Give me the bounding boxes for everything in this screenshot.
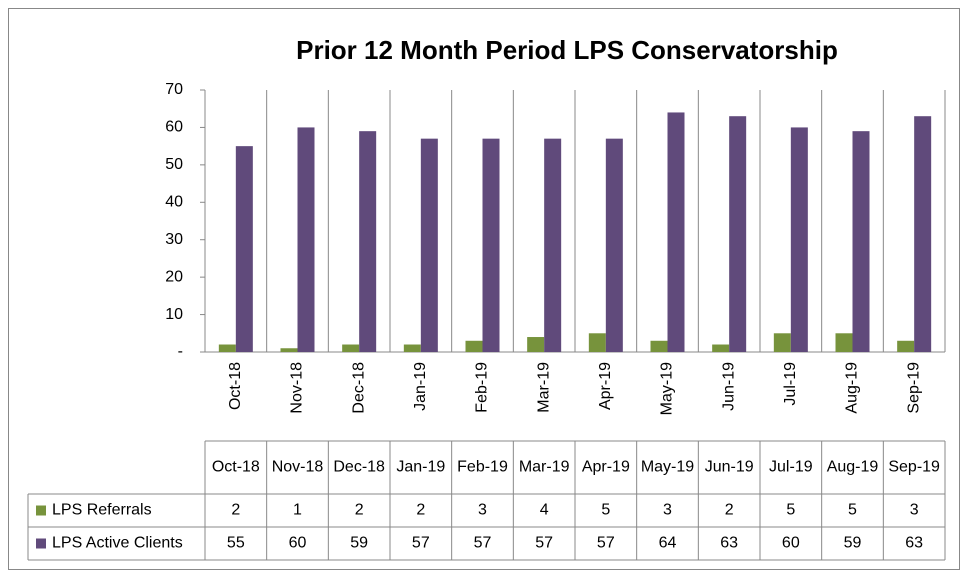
x-tick-label: Apr-19 bbox=[597, 362, 614, 410]
table-value: 3 bbox=[910, 502, 919, 519]
bar bbox=[465, 340, 483, 352]
x-tick-label: Nov-18 bbox=[289, 362, 306, 414]
bar bbox=[342, 344, 360, 352]
bar bbox=[420, 138, 438, 352]
bar bbox=[790, 127, 808, 352]
x-tick-label: Feb-19 bbox=[474, 362, 491, 413]
x-tick-label: Dec-18 bbox=[350, 362, 367, 414]
table-header: Aug-19 bbox=[827, 459, 879, 476]
legend-key bbox=[36, 538, 46, 549]
legend-label: LPS Active Clients bbox=[52, 535, 183, 552]
table-value: 63 bbox=[720, 535, 738, 552]
table-value: 57 bbox=[535, 535, 553, 552]
bar bbox=[914, 116, 932, 352]
x-tick-label: Sep-19 bbox=[905, 362, 922, 414]
table-header: Jan-19 bbox=[396, 459, 445, 476]
table-value: 2 bbox=[725, 502, 734, 519]
y-tick-label: - bbox=[178, 343, 183, 360]
table-header: May-19 bbox=[641, 459, 694, 476]
table-value: 55 bbox=[227, 535, 245, 552]
table-value: 5 bbox=[848, 502, 857, 519]
table-value: 57 bbox=[474, 535, 492, 552]
table-header: Jun-19 bbox=[705, 459, 754, 476]
bar bbox=[482, 138, 500, 352]
table-header: Oct-18 bbox=[212, 459, 260, 476]
bar bbox=[544, 138, 562, 352]
table-value: 63 bbox=[905, 535, 923, 552]
bar bbox=[605, 138, 623, 352]
y-tick-label: 30 bbox=[165, 231, 183, 248]
x-tick-label: Mar-19 bbox=[535, 362, 552, 413]
table-value: 1 bbox=[293, 502, 302, 519]
bar bbox=[588, 333, 606, 352]
bar bbox=[280, 348, 298, 352]
table-value: 59 bbox=[844, 535, 862, 552]
bar bbox=[667, 112, 685, 352]
table-value: 4 bbox=[540, 502, 549, 519]
table-header: Feb-19 bbox=[457, 459, 508, 476]
y-tick-label: 50 bbox=[165, 156, 183, 173]
x-tick-label: May-19 bbox=[659, 362, 676, 415]
table-header: Mar-19 bbox=[519, 459, 570, 476]
x-tick-label: Jul-19 bbox=[782, 362, 799, 406]
bar bbox=[835, 333, 853, 352]
bar bbox=[897, 340, 915, 352]
table-header: Jul-19 bbox=[769, 459, 813, 476]
bar bbox=[218, 344, 236, 352]
bar bbox=[773, 333, 791, 352]
table-value: 5 bbox=[786, 502, 795, 519]
table-header: Dec-18 bbox=[333, 459, 385, 476]
bar bbox=[729, 116, 747, 352]
table-value: 57 bbox=[412, 535, 430, 552]
table-value: 3 bbox=[478, 502, 487, 519]
x-tick-label: Oct-18 bbox=[227, 362, 244, 410]
chart-title: Prior 12 Month Period LPS Conservatorshi… bbox=[296, 35, 838, 65]
table-value: 64 bbox=[659, 535, 677, 552]
bar bbox=[527, 337, 545, 352]
table-value: 59 bbox=[350, 535, 368, 552]
x-tick-label: Aug-19 bbox=[844, 362, 861, 414]
legend-key bbox=[36, 505, 46, 516]
table-header: Apr-19 bbox=[582, 459, 630, 476]
table-header: Nov-18 bbox=[272, 459, 324, 476]
table-value: 60 bbox=[782, 535, 800, 552]
table-value: 2 bbox=[416, 502, 425, 519]
y-tick-label: 70 bbox=[165, 81, 183, 98]
x-tick-label: Jan-19 bbox=[412, 362, 429, 411]
y-tick-label: 40 bbox=[165, 194, 183, 211]
table-value: 2 bbox=[355, 502, 364, 519]
bar bbox=[852, 131, 870, 352]
table-value: 3 bbox=[663, 502, 672, 519]
bar bbox=[403, 344, 421, 352]
y-tick-label: 20 bbox=[165, 268, 183, 285]
bar bbox=[235, 146, 253, 352]
bar bbox=[650, 340, 668, 352]
bar bbox=[359, 131, 377, 352]
table-value: 5 bbox=[601, 502, 610, 519]
table-value: 60 bbox=[289, 535, 307, 552]
bar bbox=[712, 344, 730, 352]
x-tick-label: Jun-19 bbox=[720, 362, 737, 411]
table-value: 57 bbox=[597, 535, 615, 552]
y-tick-label: 60 bbox=[165, 119, 183, 136]
bar bbox=[297, 127, 315, 352]
table-value: 2 bbox=[231, 502, 240, 519]
legend-label: LPS Referrals bbox=[52, 502, 152, 519]
y-tick-label: 10 bbox=[165, 306, 183, 323]
table-header: Sep-19 bbox=[888, 459, 940, 476]
